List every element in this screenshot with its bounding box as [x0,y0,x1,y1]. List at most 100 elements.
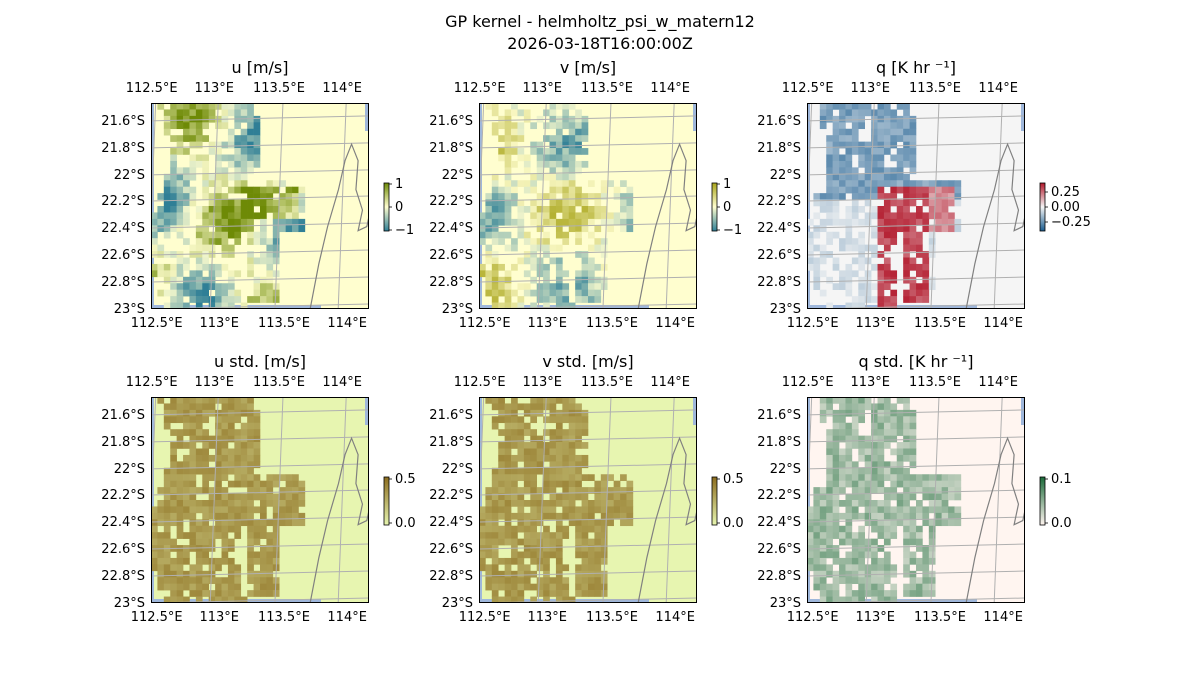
data-cell [851,416,859,424]
data-cell [215,160,222,168]
data-cell [157,583,165,591]
data-cell [928,480,936,488]
data-cell [208,206,216,213]
data-cell [851,506,859,514]
data-cell [543,218,550,226]
x-tick-label-bottom: 113.5°E [258,316,310,331]
data-cell [826,467,833,475]
data-cell [575,442,582,449]
data-cell [215,180,222,187]
data-cell [240,519,248,527]
data-cell [896,103,904,110]
data-cell [903,397,910,404]
data-cell [517,225,525,233]
data-cell [234,397,242,404]
data-cell [832,218,840,226]
data-cell [903,525,910,533]
data-cell [163,289,171,297]
data-cell [588,270,595,278]
data-cell [227,206,235,213]
data-cell [581,289,589,297]
data-cell [189,128,197,136]
data-cell [208,109,216,117]
data-cell [916,487,923,494]
parallel [479,169,697,176]
data-cell [504,212,512,220]
data-cell [851,206,859,213]
data-cell [176,487,184,494]
data-cell [839,283,846,290]
data-cell [504,564,512,572]
data-cell [883,519,891,527]
data-cell [851,167,859,175]
data-cell [555,545,563,552]
data-cell [594,538,602,546]
data-cell [170,148,177,155]
data-cell [896,442,904,449]
data-cell [523,538,531,546]
data-cell [845,270,853,278]
data-cell [491,193,499,200]
data-cell [903,545,910,552]
data-cell [549,532,557,539]
data-cell [871,154,878,162]
data-cell [543,109,550,117]
data-cell [845,461,853,469]
data-cell [851,493,859,501]
data-cell [839,173,846,181]
data-cell [896,493,904,501]
map-frame [151,397,369,603]
data-cell [279,193,286,200]
data-cell [227,519,235,527]
data-cell [916,583,923,591]
data-cell [826,212,833,220]
data-cell [189,422,197,430]
data-cell [221,435,229,443]
data-cell [871,283,878,290]
map-frame [151,103,369,309]
data-cell [877,206,885,213]
meridian [665,397,675,603]
data-cell [491,583,499,591]
x-tick-label-bottom: 113°E [199,316,239,331]
data-cell [549,135,557,142]
data-cell [247,403,254,411]
data-cell [530,244,537,252]
data-cell [292,493,299,501]
data-cell [227,525,235,533]
data-cell [826,435,833,443]
data-cell [568,122,576,130]
data-cell [260,525,267,533]
data-cell [858,570,865,578]
data-cell [928,251,936,258]
data-cell [883,422,891,430]
data-cell [183,148,190,155]
data-cell [568,596,576,603]
data-cell [858,564,865,572]
data-cell [832,467,840,475]
data-cell [151,244,158,252]
data-cell [517,557,525,565]
data-cell [890,564,898,572]
y-tick-label: 22°S [770,168,801,183]
data-cell [221,551,229,559]
data-cell [504,283,512,290]
data-cell [871,519,878,527]
data-cell [195,270,203,278]
data-cell [555,500,563,507]
x-tick-label-top: 113°E [522,81,562,96]
x-tick-label-top: 113.5°E [909,81,961,96]
data-cell [170,506,177,514]
data-cell [504,302,512,309]
data-cell [916,512,923,520]
data-cell [253,461,261,469]
data-cell [479,506,486,514]
data-cell [903,480,910,488]
data-cell [260,557,267,565]
data-cell [536,454,544,462]
data-cell [562,289,570,297]
data-cell [581,416,589,424]
data-cell [221,506,229,514]
data-cell [511,525,518,533]
data-cell [189,109,197,117]
